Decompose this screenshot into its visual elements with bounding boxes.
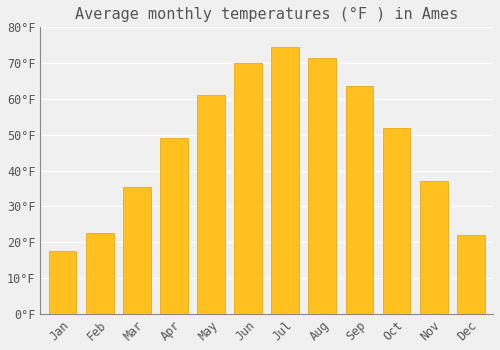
Bar (197, 95, 225, 314)
Bar (308, 58, 336, 314)
Bar (160, 138, 188, 314)
Bar (272, 47, 299, 314)
Bar (234, 63, 262, 314)
Bar (420, 181, 448, 314)
Bar (86, 233, 114, 314)
Bar (346, 86, 374, 314)
Bar (123, 187, 150, 314)
Bar (48, 251, 76, 314)
Title: Average monthly temperatures (°F ) in Ames: Average monthly temperatures (°F ) in Am… (75, 7, 458, 22)
Bar (457, 235, 484, 314)
Bar (382, 128, 410, 314)
